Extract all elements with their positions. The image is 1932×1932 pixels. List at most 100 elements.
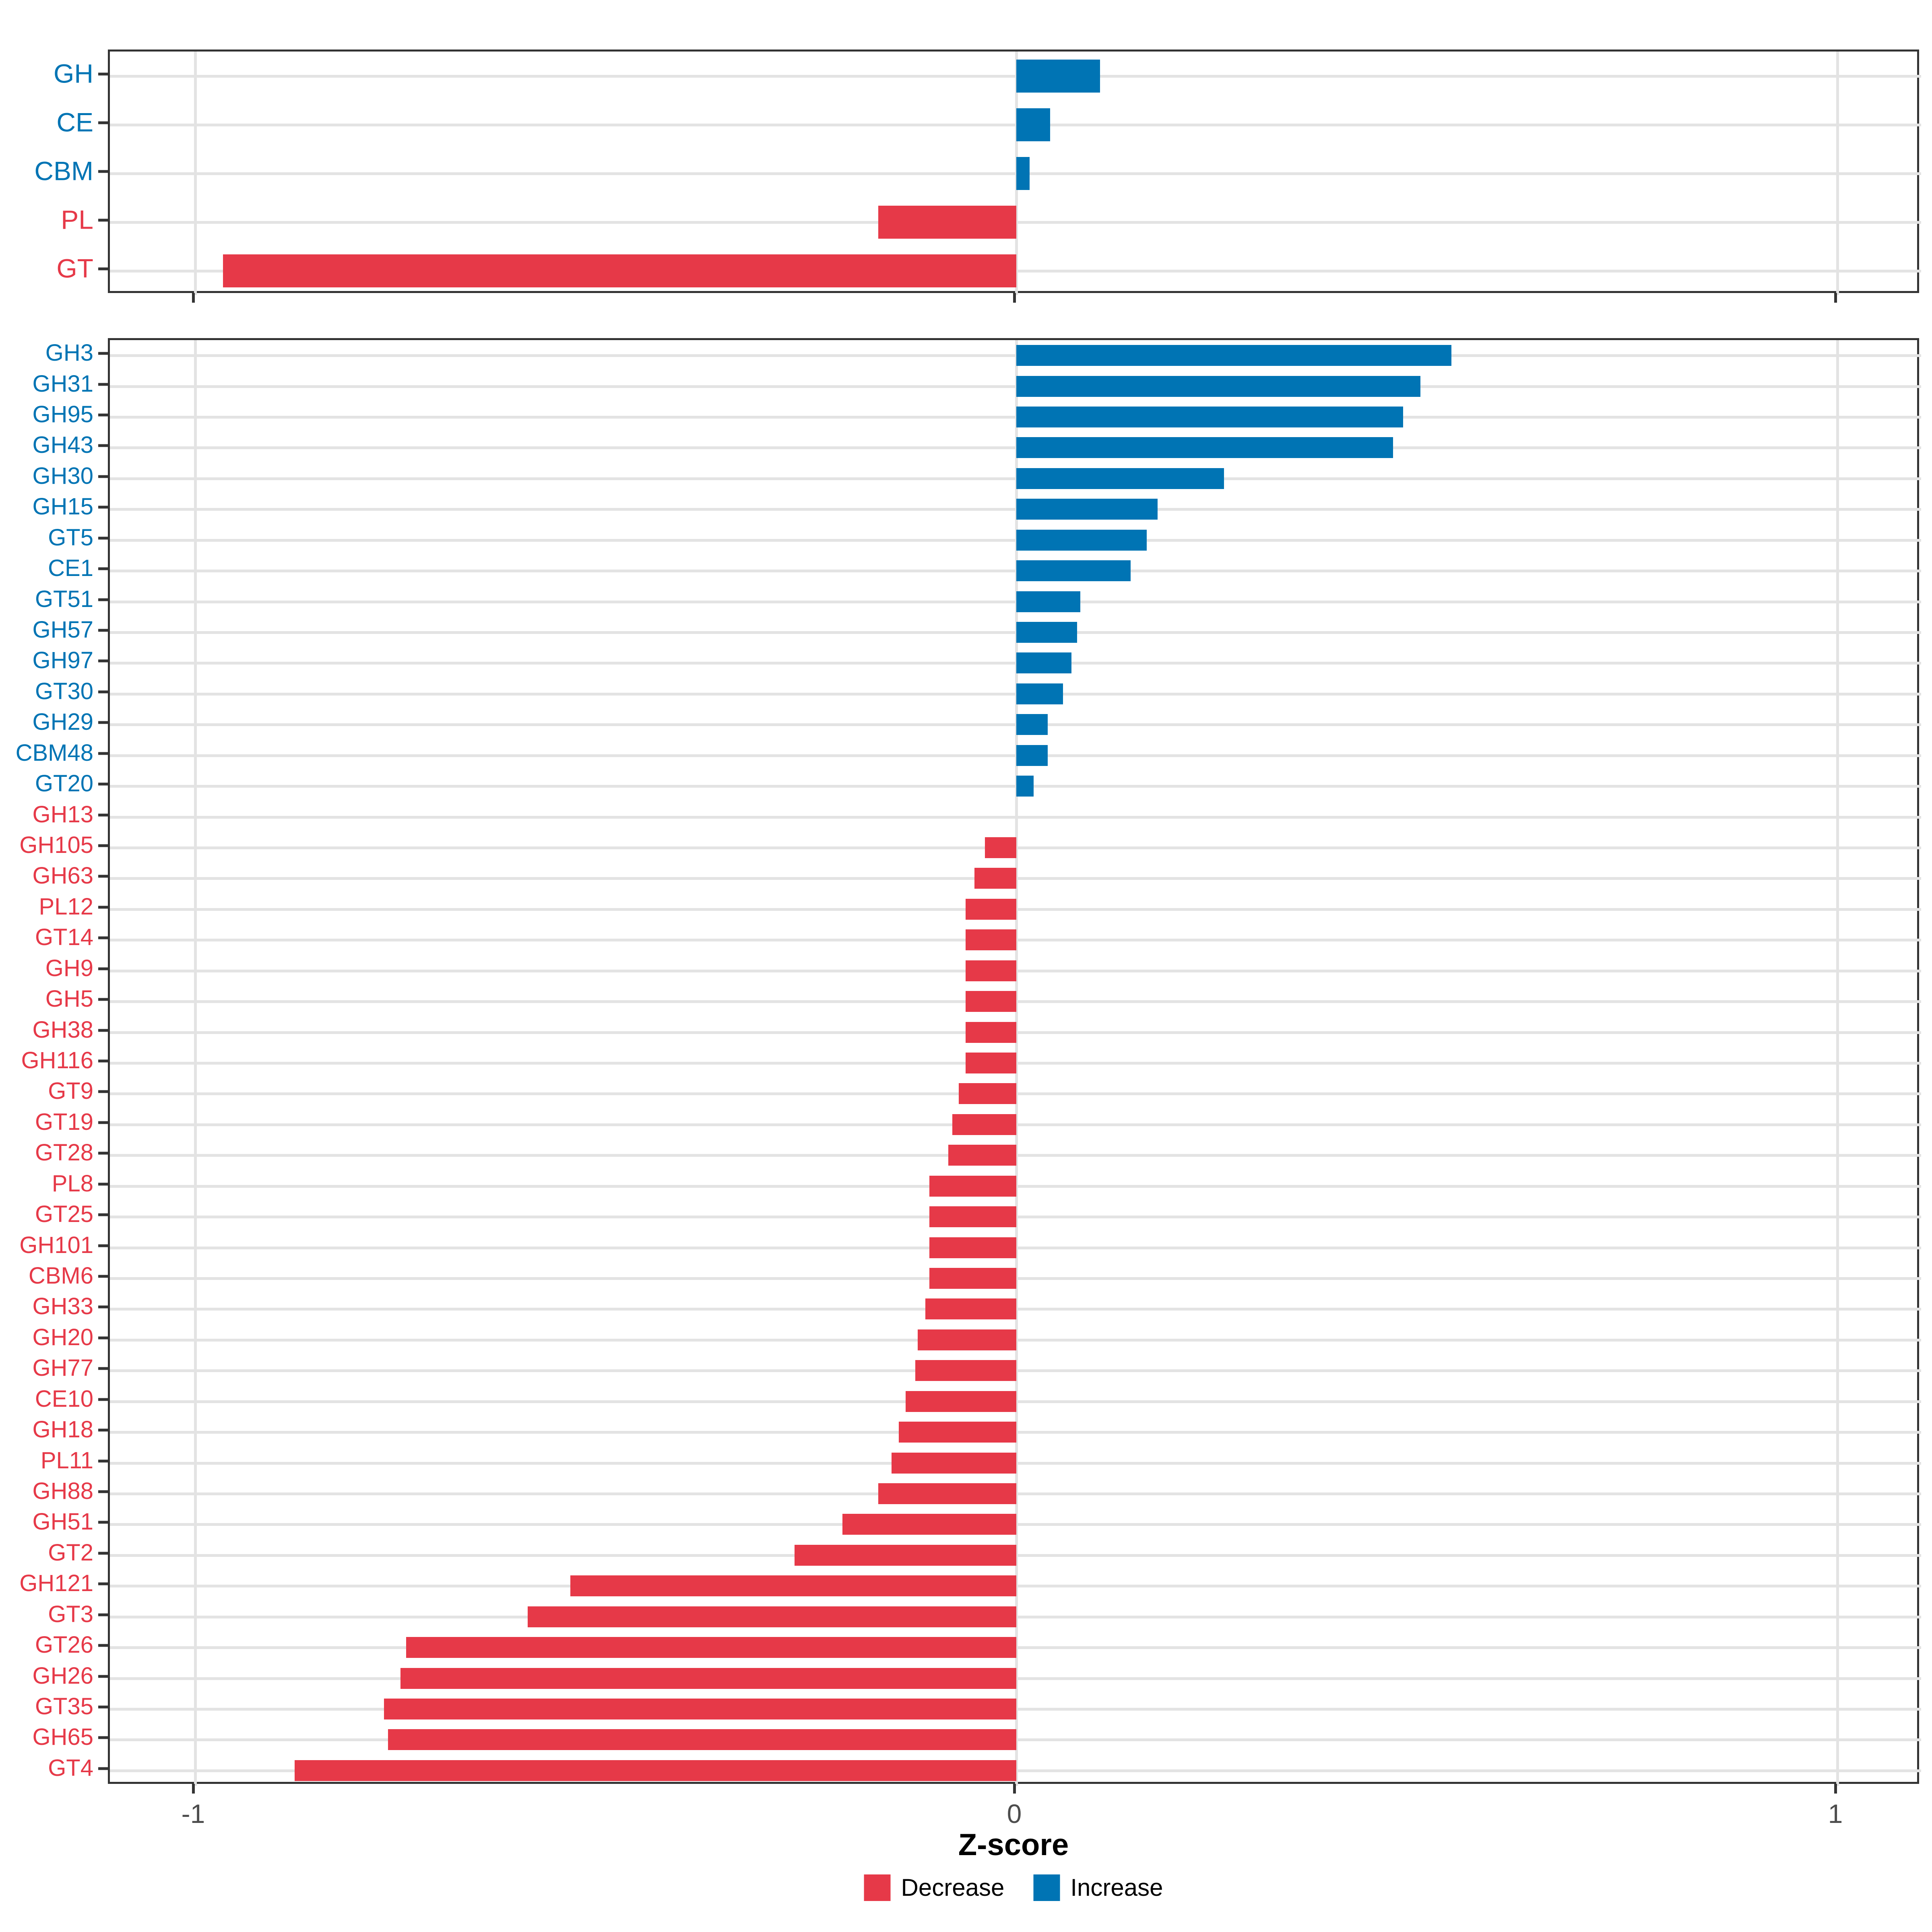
- bar-PL12: [966, 899, 1016, 920]
- bar-GH18: [899, 1422, 1016, 1443]
- bar-GH33: [925, 1298, 1016, 1319]
- y-tick-GT26: [98, 1644, 108, 1647]
- y-tick-PL: [98, 219, 108, 222]
- y-tick-GH105: [98, 844, 108, 847]
- y-label-GH15: GH15: [32, 493, 93, 520]
- y-label-GH88: GH88: [32, 1478, 93, 1505]
- y-tick-GT5: [98, 537, 108, 540]
- x-tick-label--1: -1: [181, 1799, 205, 1829]
- bar-GH63: [974, 868, 1016, 889]
- bar-GH31: [1016, 376, 1420, 397]
- y-tick-GT14: [98, 936, 108, 939]
- y-tick-CE: [98, 121, 108, 124]
- y-label-GT: GT: [56, 253, 93, 283]
- y-tick-GH95: [98, 413, 108, 417]
- bar-PL8: [929, 1176, 1016, 1197]
- y-tick-GT35: [98, 1705, 108, 1709]
- bar-GT14: [966, 929, 1016, 950]
- gridline-y: [110, 416, 1921, 419]
- bar-GH105: [985, 837, 1016, 858]
- y-label-GT30: GT30: [35, 678, 93, 705]
- y-label-CBM6: CBM6: [28, 1263, 93, 1289]
- bar-GT2: [795, 1545, 1016, 1566]
- y-tick-GH31: [98, 383, 108, 386]
- bar-CE1: [1016, 560, 1131, 581]
- bar-CE: [1016, 108, 1050, 141]
- y-tick-GH101: [98, 1244, 108, 1247]
- bar-GT28: [948, 1145, 1016, 1166]
- y-tick-CBM: [98, 170, 108, 173]
- bar-GH101: [929, 1237, 1016, 1258]
- bar-GT35: [384, 1699, 1016, 1719]
- y-label-GT25: GT25: [35, 1201, 93, 1228]
- y-label-GH121: GH121: [19, 1570, 93, 1597]
- bar-GH65: [388, 1729, 1016, 1750]
- bar-GT19: [952, 1114, 1016, 1135]
- y-tick-GH9: [98, 967, 108, 970]
- family-panel: [108, 338, 1921, 1786]
- gridline-y: [110, 539, 1921, 542]
- bar-GH57: [1016, 622, 1077, 643]
- y-label-GH9: GH9: [45, 955, 93, 982]
- y-label-CBM: CBM: [34, 156, 93, 186]
- y-label-GT26: GT26: [35, 1632, 93, 1658]
- y-label-PL11: PL11: [40, 1447, 93, 1474]
- bar-GH15: [1016, 499, 1158, 520]
- y-label-GT2: GT2: [48, 1540, 93, 1566]
- y-tick-GT28: [98, 1152, 108, 1155]
- y-tick-PL11: [98, 1459, 108, 1463]
- y-label-GH20: GH20: [32, 1324, 93, 1351]
- bar-GH43: [1016, 437, 1393, 458]
- y-label-PL: PL: [61, 204, 93, 235]
- bar-GT30: [1016, 683, 1063, 704]
- y-tick-GH97: [98, 659, 108, 663]
- y-label-CE10: CE10: [35, 1386, 93, 1412]
- y-tick-GT4: [98, 1767, 108, 1770]
- y-label-GH13: GH13: [32, 801, 93, 828]
- bar-GT: [223, 254, 1016, 287]
- y-label-GH57: GH57: [32, 617, 93, 643]
- bar-GH38: [966, 1022, 1016, 1043]
- x-tick-0: [1013, 1784, 1016, 1794]
- legend-swatch-decrease: [864, 1874, 891, 1901]
- legend-label-decrease: Decrease: [901, 1874, 1005, 1901]
- y-label-GH101: GH101: [19, 1232, 93, 1259]
- bar-GH116: [966, 1053, 1016, 1073]
- y-tick-GH18: [98, 1428, 108, 1432]
- y-label-GT28: GT28: [35, 1139, 93, 1166]
- class-panel: [108, 50, 1921, 295]
- y-tick-GH26: [98, 1675, 108, 1678]
- y-label-GT5: GT5: [48, 524, 93, 551]
- y-label-GH63: GH63: [32, 863, 93, 889]
- y-tick-GH38: [98, 1029, 108, 1032]
- y-label-GH26: GH26: [32, 1663, 93, 1689]
- bar-PL11: [892, 1453, 1016, 1474]
- bar-GH51: [842, 1514, 1016, 1535]
- y-tick-GH13: [98, 813, 108, 817]
- y-label-GH18: GH18: [32, 1416, 93, 1443]
- legend-item-increase: Increase: [1033, 1874, 1163, 1901]
- x-axis-title: Z-score: [958, 1828, 1069, 1862]
- y-label-GT35: GT35: [35, 1693, 93, 1720]
- y-tick-GH88: [98, 1490, 108, 1493]
- y-label-GT9: GT9: [48, 1078, 93, 1104]
- y-tick-GT25: [98, 1213, 108, 1216]
- bar-CE10: [906, 1391, 1016, 1412]
- y-tick-GT: [98, 267, 108, 270]
- y-label-GH38: GH38: [32, 1017, 93, 1043]
- y-tick-GT9: [98, 1090, 108, 1093]
- x-tick-label-1: 1: [1828, 1799, 1843, 1829]
- y-tick-GH65: [98, 1736, 108, 1739]
- y-label-GH105: GH105: [19, 832, 93, 859]
- y-tick-GH29: [98, 721, 108, 724]
- x-tick-1: [1834, 1784, 1837, 1794]
- bar-GH97: [1016, 652, 1071, 673]
- y-label-GT20: GT20: [35, 770, 93, 797]
- gridline-y: [110, 693, 1921, 696]
- y-tick-GH116: [98, 1059, 108, 1063]
- y-label-GH5: GH5: [45, 986, 93, 1012]
- gridline-y: [110, 662, 1921, 665]
- y-label-GH30: GH30: [32, 463, 93, 489]
- gridline-y: [110, 385, 1921, 388]
- bar-GT9: [959, 1083, 1016, 1104]
